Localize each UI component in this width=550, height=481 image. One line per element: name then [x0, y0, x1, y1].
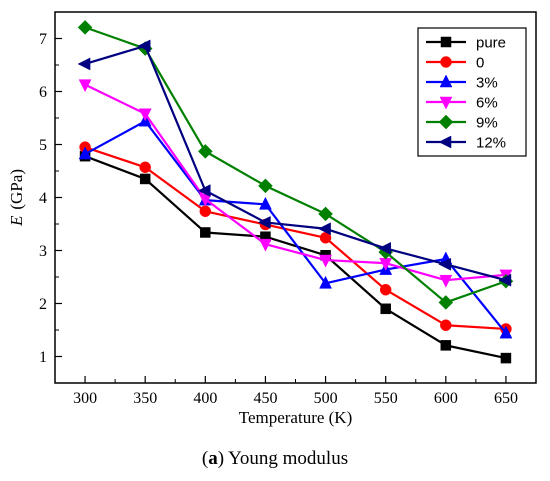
y-tick-label: 3	[39, 243, 47, 260]
data-point	[498, 273, 512, 287]
data-point	[378, 241, 391, 255]
legend-marker	[440, 36, 452, 48]
data-point	[200, 227, 211, 238]
legend-item: 12%	[426, 135, 506, 152]
data-point	[318, 206, 333, 222]
data-point	[259, 238, 272, 252]
data-point	[439, 274, 453, 288]
young-modulus-chart: 300 350 400 450 500 550 600 650 1 2 3 4 5 6 7 pure 0 3% 6…	[7, 11, 537, 427]
data-point	[379, 283, 392, 296]
legend-marker	[439, 74, 453, 88]
data-point	[78, 79, 92, 93]
data-point	[319, 254, 332, 268]
y-tick-label: 1	[39, 349, 47, 366]
data-point	[139, 161, 151, 174]
x-tick-label: 400	[193, 390, 217, 407]
y-tick-label: 2	[39, 296, 47, 313]
data-point	[438, 257, 452, 271]
legend-marker	[439, 96, 453, 110]
y-axis-variable: E	[7, 215, 26, 227]
y-axis-unit: (GPa)	[7, 169, 26, 210]
legend-item: 6%	[426, 95, 498, 112]
data-point	[440, 340, 452, 351]
legend: pure 0 3% 6% 9% 12%	[417, 27, 527, 157]
axis-ticks: 300 350 400 450 500 550 600 650 1 2 3 4 5 6 7	[39, 31, 518, 407]
legend-marker	[438, 114, 454, 130]
x-tick-label: 500	[314, 390, 338, 407]
legend-label: 3%	[476, 75, 498, 92]
data-point	[139, 173, 151, 185]
data-point	[500, 352, 512, 364]
x-tick-label: 350	[133, 390, 157, 407]
y-axis-title: E (GPa)	[7, 169, 26, 227]
legend-item: 9%	[426, 115, 498, 132]
series-line	[84, 146, 507, 331]
legend-label: 6%	[476, 95, 498, 112]
legend-box	[417, 27, 527, 157]
series-line	[84, 26, 507, 304]
series-layer	[77, 20, 514, 364]
data-point	[138, 108, 152, 122]
legend-marker	[440, 56, 452, 68]
data-point	[499, 325, 513, 339]
legend-item: 3%	[426, 74, 498, 92]
data-point	[257, 216, 271, 229]
x-tick-label: 450	[253, 390, 277, 407]
legend-marker	[438, 135, 452, 149]
caption-text: Young modulus	[224, 448, 349, 469]
series-12%	[77, 39, 512, 287]
data-point	[440, 319, 452, 331]
series-line	[84, 44, 507, 282]
data-point	[259, 196, 272, 210]
data-point	[77, 20, 93, 35]
y-tick-label: 6	[39, 84, 47, 101]
data-point	[318, 222, 331, 236]
y-tick-label: 4	[39, 190, 47, 207]
x-axis-title: Temperature (K)	[239, 408, 353, 427]
data-point	[199, 205, 212, 218]
legend-item: pure	[426, 35, 506, 52]
legend-label: 0	[476, 55, 484, 72]
legend-label: 9%	[476, 115, 498, 132]
x-tick-label: 650	[494, 390, 518, 407]
data-point	[78, 146, 92, 160]
caption-letter: a	[208, 448, 218, 469]
data-point	[258, 178, 273, 194]
legend-label: pure	[476, 35, 506, 52]
x-tick-label: 550	[374, 390, 398, 407]
figure-caption: (a) Young modulus	[201, 448, 349, 469]
x-tick-label: 300	[73, 390, 97, 407]
x-tick-label: 600	[434, 390, 458, 407]
series-line	[84, 155, 507, 360]
series-line	[84, 83, 507, 282]
y-tick-label: 7	[39, 31, 47, 48]
legend-item: 0	[426, 55, 484, 72]
data-point	[137, 39, 151, 53]
data-point	[77, 57, 91, 71]
y-tick-label: 5	[39, 137, 47, 154]
data-point	[197, 144, 213, 159]
data-point	[438, 295, 454, 310]
data-point	[380, 303, 391, 315]
series-6%	[78, 79, 513, 288]
data-point	[319, 275, 332, 289]
data-point	[197, 184, 211, 198]
legend-label: 12%	[476, 135, 506, 152]
